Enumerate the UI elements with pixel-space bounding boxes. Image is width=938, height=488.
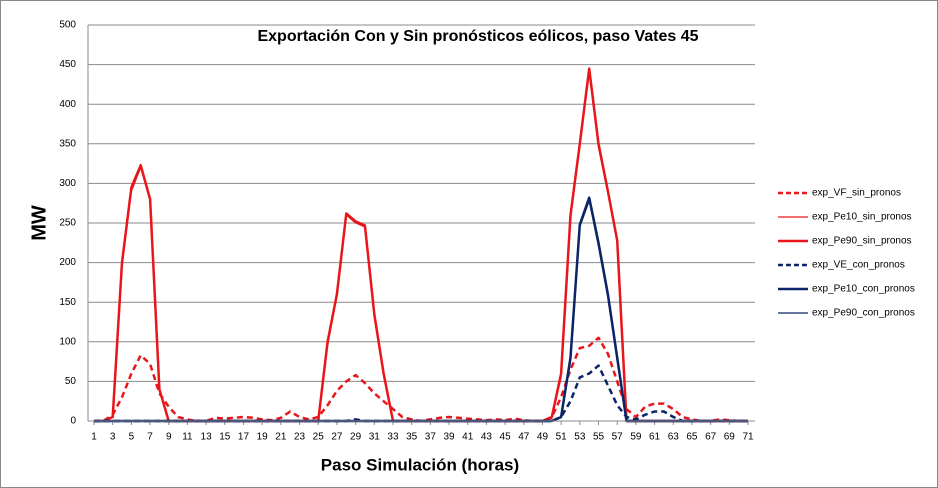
x-tick-label: 57 <box>612 432 624 443</box>
x-tick-label: 55 <box>593 432 605 443</box>
x-tick-label: 17 <box>238 432 250 443</box>
x-tick-label: 5 <box>129 432 135 443</box>
chart-title: Exportación Con y Sin pronósticos eólico… <box>257 28 698 45</box>
x-tick-label: 19 <box>257 432 269 443</box>
x-tick-label: 41 <box>462 432 474 443</box>
y-tick-label: 200 <box>59 257 76 268</box>
y-tick-label: 300 <box>59 178 76 189</box>
x-tick-label: 39 <box>443 432 455 443</box>
x-tick-label: 15 <box>219 432 231 443</box>
y-tick-label: 150 <box>59 297 76 308</box>
legend-label: exp_Pe90_sin_pronos <box>812 236 912 247</box>
x-tick-label: 47 <box>518 432 530 443</box>
y-tick-label: 450 <box>59 59 76 70</box>
y-tick-label: 250 <box>59 218 76 229</box>
x-axis-label: Paso Simulación (horas) <box>321 455 519 474</box>
x-tick-label: 69 <box>724 432 736 443</box>
legend-label: exp_VE_con_pronos <box>812 260 905 271</box>
x-tick-label: 23 <box>294 432 306 443</box>
x-tick-label: 31 <box>369 432 381 443</box>
x-tick-label: 51 <box>556 432 568 443</box>
legend-label: exp_VF_sin_pronos <box>812 188 901 199</box>
x-tick-label: 43 <box>481 432 493 443</box>
x-tick-label: 13 <box>201 432 213 443</box>
x-tick-label: 9 <box>166 432 172 443</box>
legend-label: exp_Pe10_con_pronos <box>812 284 915 295</box>
x-tick-label: 71 <box>742 432 754 443</box>
y-tick-label: 0 <box>70 416 76 427</box>
x-tick-label: 3 <box>110 432 116 443</box>
x-tick-label: 61 <box>649 432 661 443</box>
x-tick-label: 67 <box>705 432 717 443</box>
x-tick-label: 29 <box>350 432 362 443</box>
x-tick-label: 1 <box>91 432 97 443</box>
x-tick-label: 21 <box>275 432 287 443</box>
y-tick-label: 400 <box>59 99 76 110</box>
x-tick-label: 37 <box>425 432 437 443</box>
y-tick-label: 50 <box>65 376 77 387</box>
x-tick-label: 27 <box>331 432 343 443</box>
x-tick-label: 45 <box>500 432 512 443</box>
legend-label: exp_Pe90_con_pronos <box>812 308 915 319</box>
x-tick-label: 25 <box>313 432 325 443</box>
x-tick-label: 7 <box>147 432 153 443</box>
x-tick-label: 65 <box>686 432 698 443</box>
x-tick-label: 59 <box>630 432 642 443</box>
legend-label: exp_Pe10_sin_pronos <box>812 212 912 223</box>
x-tick-label: 49 <box>537 432 549 443</box>
y-tick-label: 350 <box>59 138 76 149</box>
x-tick-label: 63 <box>668 432 680 443</box>
x-tick-label: 53 <box>574 432 586 443</box>
y-tick-label: 100 <box>59 336 76 347</box>
y-axis-label: MW <box>28 205 50 241</box>
x-tick-label: 35 <box>406 432 418 443</box>
y-tick-label: 500 <box>59 20 76 31</box>
x-tick-label: 33 <box>387 432 399 443</box>
x-tick-label: 11 <box>182 432 193 443</box>
